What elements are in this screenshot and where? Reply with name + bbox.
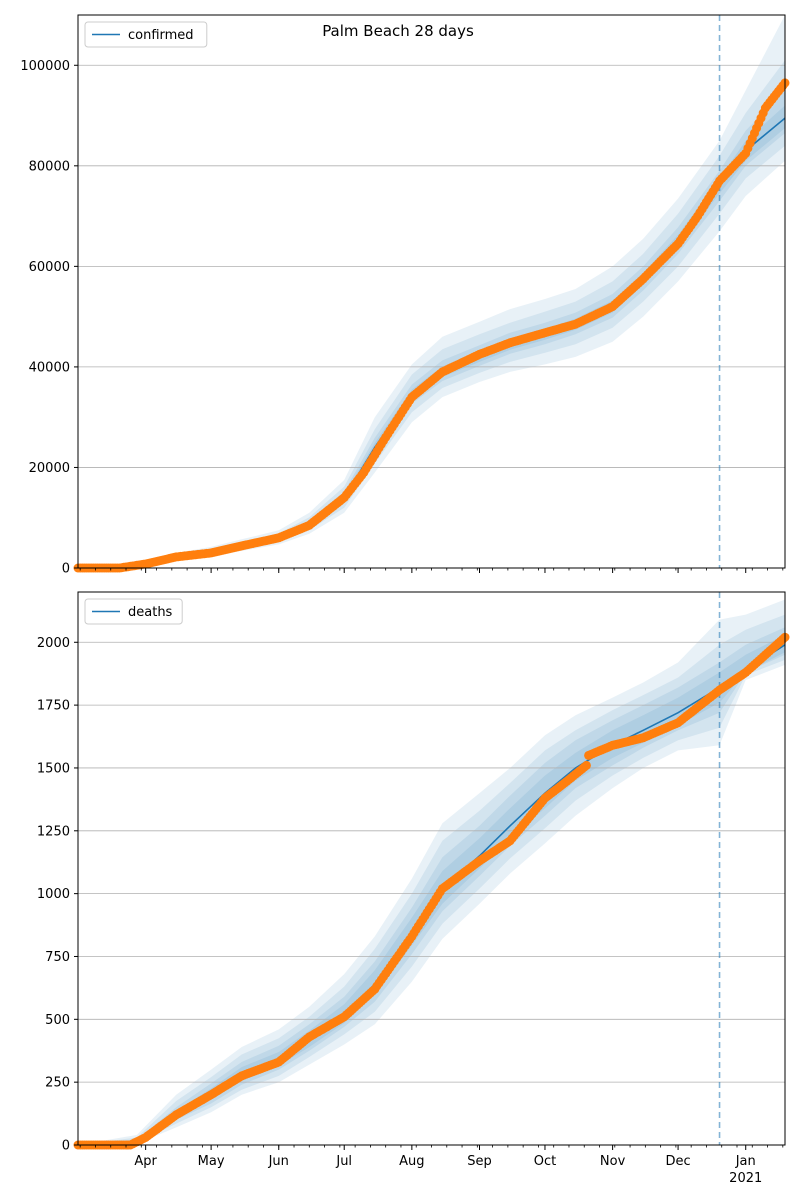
confirmed-gridlines: [78, 64, 785, 468]
xtick-label-oct: Oct: [534, 1154, 556, 1169]
deaths-y-axis: 0 250 500 750 1000 1250 1500 1750 2000: [37, 636, 78, 1154]
confirmed-ytick-label-40000: 40000: [29, 360, 70, 375]
deaths-ytick-label-1500: 1500: [37, 761, 70, 776]
deaths-gridlines: [78, 641, 785, 1083]
deaths-ytick-label-0: 0: [62, 1139, 70, 1154]
deaths-ytick-label-500: 500: [45, 1013, 70, 1028]
confirmed-panel: 0 20000 40000 60000 80000 100000 confirmed Pa…: [20, 14, 790, 577]
deaths-ytick-label-2000: 2000: [37, 636, 70, 651]
deaths-observed-points: [73, 632, 790, 1150]
confirmed-ytick-label-80000: 80000: [29, 159, 70, 174]
deaths-ytick-label-1250: 1250: [37, 824, 70, 839]
deaths-ytick-label-1750: 1750: [37, 699, 70, 714]
deaths-band-3: [78, 634, 785, 1145]
xtick-label-jan: Jan: [735, 1154, 756, 1169]
deaths-x-axis: Apr May Jun Jul Aug Sep Oct Nov Dec Jan 2021: [79, 1145, 784, 1186]
confirmed-band-0: [78, 15, 785, 568]
confirmed-observed-points: [73, 78, 790, 573]
confirmed-ytick-label-60000: 60000: [29, 260, 70, 275]
deaths-legend-label: deaths: [128, 605, 173, 620]
deaths-band-2: [78, 627, 785, 1145]
deaths-panel: 0 250 500 750 1000 1250 1500 1750 2000 Apr May Jun…: [37, 591, 790, 1186]
confirmed-ytick-label-100000: 100000: [20, 59, 70, 74]
xtick-label-aug: Aug: [399, 1154, 424, 1169]
xtick-label-may: May: [198, 1154, 225, 1169]
deaths-ytick-label-1000: 1000: [37, 887, 70, 902]
chart-title: Palm Beach 28 days: [322, 22, 474, 40]
confirmed-x-axis: [79, 568, 784, 573]
confirmed-ytick-label-0: 0: [62, 562, 70, 577]
xtick-label-apr: Apr: [134, 1154, 157, 1169]
confirmed-ytick-label-20000: 20000: [29, 461, 70, 476]
deaths-legend-box: [84, 598, 183, 625]
deaths-ytick-label-250: 250: [45, 1076, 70, 1091]
xtick-year-label: 2021: [729, 1171, 762, 1186]
confirmed-y-axis: 0 20000 40000 60000 80000 100000: [20, 59, 78, 577]
confirmed-legend-label: confirmed: [128, 28, 194, 43]
deaths-observed-point: [581, 760, 591, 770]
xtick-label-nov: Nov: [600, 1154, 626, 1169]
confirmed-legend-box: [84, 21, 208, 48]
xtick-label-sep: Sep: [467, 1154, 492, 1169]
confirmed-legend: confirmed: [84, 21, 208, 48]
deaths-legend: deaths: [84, 598, 183, 625]
xtick-label-dec: Dec: [665, 1154, 690, 1169]
xtick-label-jul: Jul: [335, 1154, 352, 1169]
xtick-label-jun: Jun: [268, 1154, 289, 1169]
confirmed-uncertainty-bands: [78, 15, 785, 569]
deaths-band-0: [78, 599, 785, 1145]
deaths-ytick-label-750: 750: [45, 950, 70, 965]
